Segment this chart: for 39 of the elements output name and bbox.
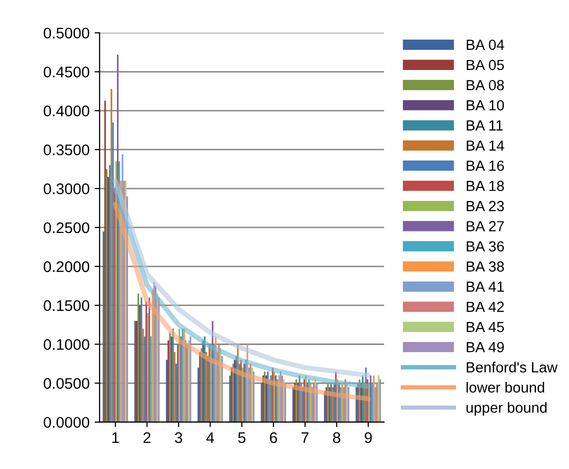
x-tick-label: 6 — [270, 432, 278, 444]
y-tick-label: 0.1500 — [44, 300, 90, 312]
y-tick-label: 0.0500 — [44, 378, 90, 389]
x-tick-label: 4 — [206, 432, 214, 443]
legend-label: BA 23 — [466, 200, 504, 212]
x-tick-label: 9 — [364, 432, 372, 444]
legend-label: BA 16 — [466, 160, 504, 171]
legend-label: BA 49 — [466, 342, 504, 352]
x-tick-label: 8 — [333, 432, 340, 444]
legend-label: BA 11 — [466, 120, 503, 130]
x-tick-label: 5 — [238, 432, 246, 444]
y-tick-label: 0.0000 — [44, 416, 90, 428]
legend-label: BA 18 — [466, 180, 504, 192]
legend-label: BA 38 — [466, 261, 504, 272]
legend-label: BA 14 — [466, 140, 504, 151]
legend-label: BA 04 — [466, 40, 504, 50]
y-tick-label: 0.3000 — [44, 183, 90, 194]
x-tick-label: 3 — [174, 432, 182, 444]
y-tick-label: 0.2000 — [44, 261, 90, 272]
x-tick-label: 2 — [144, 432, 150, 443]
legend-label: BA 42 — [466, 302, 504, 312]
x-tick-label: 7 — [302, 432, 309, 443]
legend-label: BA 36 — [466, 241, 504, 252]
y-tick-label: 0.3500 — [44, 144, 90, 156]
legend-label: BA 08 — [466, 80, 504, 90]
x-tick-label: 1 — [112, 432, 119, 443]
y-tick-label: 0.5000 — [44, 28, 90, 39]
legend-label: BA 45 — [466, 322, 504, 332]
legend-label: BA 05 — [466, 60, 504, 70]
legend-label: lower bound — [466, 382, 544, 393]
legend-label: upper bound — [466, 402, 547, 416]
legend-label: Benford's Law — [466, 362, 558, 372]
y-tick-label: 0.2500 — [44, 222, 90, 234]
y-tick-label: 0.4000 — [44, 106, 90, 116]
legend-label: BA 27 — [466, 221, 504, 232]
legend-label: BA 41 — [466, 282, 504, 292]
y-tick-label: 0.4500 — [44, 66, 90, 78]
y-tick-label: 0.1000 — [44, 339, 90, 350]
legend-label: BA 10 — [466, 100, 504, 110]
